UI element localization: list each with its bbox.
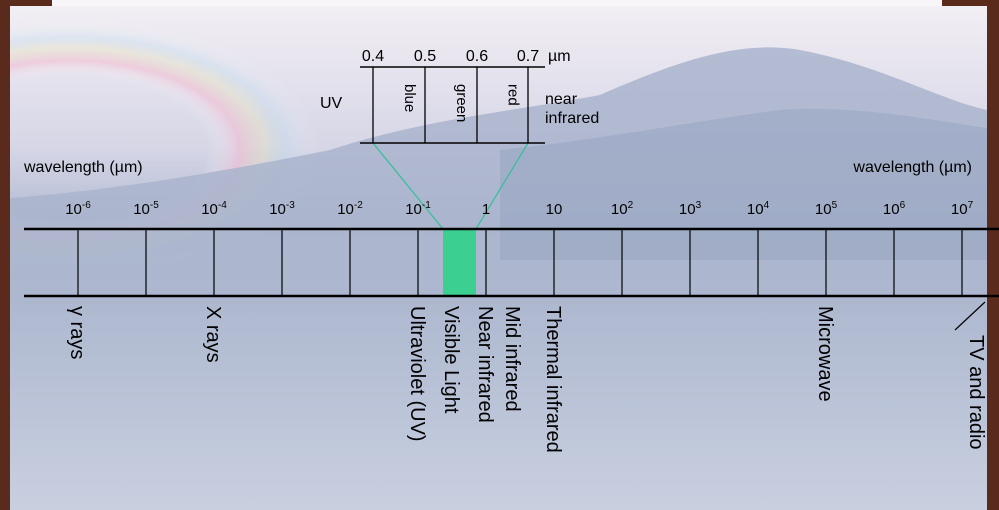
region-label: Ultraviolet (UV) [406,306,428,442]
visible-inset: 0.4 0.5 0.6 0.7 µm UV near infrared blue gre… [320,48,599,144]
visible-band [443,229,476,296]
inset-wavelength: 0.4 [362,48,384,65]
region-label: Near infrared [474,306,496,423]
region-label: X rays [202,306,224,363]
wavelength-label-left: wavelength (µm) [23,159,143,176]
inset-wavelength-labels: 0.4 0.5 0.6 0.7 [362,48,539,65]
tick-label: 10-6 [65,200,91,218]
tick-label: 103 [679,200,702,218]
zoom-line-left [372,142,444,230]
inset-band-labels: blue green red [401,84,522,122]
tick-label: 10-5 [133,200,159,218]
mountain-far [500,109,987,260]
region-label: Visible Light [440,306,462,414]
wavelength-label-right: wavelength (µm) [852,159,972,176]
inset-uv-label: UV [320,95,343,112]
inset-wavelength: 0.5 [414,48,436,65]
tick-label: 107 [951,200,974,218]
inset-nir-label-1: near [545,91,578,108]
inset-unit: µm [548,48,571,65]
region-label: γ rays [66,306,88,359]
inset-nir-label-2: infrared [545,110,599,127]
tick-label: 10-4 [201,200,227,218]
tick-label: 106 [883,200,906,218]
zoom-line-right [475,142,529,230]
inset-dividers [372,67,529,143]
top-bar [52,0,942,6]
region-label: TV and radio [965,335,987,450]
inset-band-blue: blue [401,84,418,112]
tick-label: 10-2 [337,200,363,218]
tick-label: 104 [747,200,770,218]
region-label: Microwave [814,306,836,402]
tick-label: 10-3 [269,200,295,218]
tick-label: 105 [815,200,838,218]
tick-labels: 10-6 10-5 10-4 10-3 10-2 10-1 1 10 102 103 104 105 1… [65,200,973,218]
tv-radio-pointer [954,301,986,331]
tick-label: 10-1 [405,200,431,218]
inset-band-red: red [505,84,522,106]
region-label: Thermal infrared [542,306,564,453]
inset-wavelength: 0.7 [517,48,539,65]
scale-dividers [77,229,963,296]
inset-band-green: green [453,84,470,122]
tick-label: 10 [546,201,563,218]
tick-label: 102 [611,200,634,218]
mist-layer [10,300,987,510]
region-label: Mid infrared [501,306,523,412]
tick-label: 1 [482,201,490,218]
region-labels: γ rays X rays Ultraviolet (UV) Visible Ligh… [66,306,987,453]
inset-wavelength: 0.6 [466,48,488,65]
